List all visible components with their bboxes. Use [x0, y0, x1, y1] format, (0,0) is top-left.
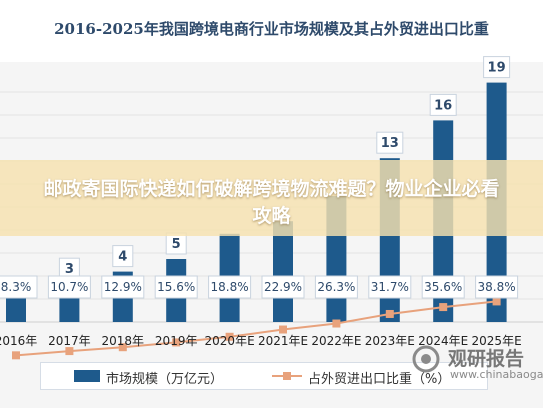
- overlay-banner: [0, 160, 543, 236]
- title-bar: [0, 0, 543, 62]
- line-label-box: [261, 275, 305, 299]
- x-tick-label: 2016年: [0, 334, 37, 348]
- x-tick-label: 2017年: [48, 334, 91, 348]
- x-tick-label: 2020年E: [205, 334, 255, 348]
- line-value-label: 22.9%: [264, 280, 302, 294]
- line-point: [172, 338, 181, 347]
- line-point: [492, 297, 501, 306]
- line-label-box: [208, 275, 252, 299]
- line-point: [332, 319, 341, 328]
- line-point: [118, 343, 127, 352]
- line-value-label: 12.9%: [104, 280, 142, 294]
- line-label-box: [0, 275, 38, 299]
- legend-line-swatch: [272, 372, 302, 380]
- x-tick-label: 2021年E: [258, 334, 308, 348]
- bar-value-labels: 3 4 5 13 16 19: [58, 56, 511, 280]
- x-tick-label: 2018年: [102, 334, 145, 348]
- line-point: [12, 351, 20, 360]
- x-tick-label: 2019年: [155, 334, 198, 348]
- bar-value-label: 19: [488, 61, 506, 76]
- bar-value-label: 13: [381, 136, 399, 151]
- line-point: [225, 332, 234, 341]
- line-point: [439, 303, 448, 312]
- legend-line-label: 占外贸进出口比重（%）: [308, 372, 451, 387]
- line-value-label: 31.7%: [371, 280, 409, 294]
- line-value-labels: 8.3% 10.7% 12.9% 15.6% 18.8% 22.9% 26.3% 31.7% 3…: [0, 275, 519, 299]
- line-value-label: 10.7%: [50, 280, 88, 294]
- x-tick-label: 2024年E: [418, 334, 468, 348]
- bar-label-box: [483, 56, 511, 79]
- line-label-box: [314, 275, 358, 299]
- line-label-box: [47, 275, 91, 299]
- line-value-label: 38.8%: [478, 280, 516, 294]
- line-label-box: [421, 275, 465, 299]
- line-value-label: 18.8%: [211, 280, 249, 294]
- legend: [40, 362, 488, 390]
- line-value-label: 15.6%: [157, 280, 195, 294]
- bar: [273, 221, 293, 322]
- line-point: [385, 309, 394, 318]
- legend-bar-swatch: [74, 370, 100, 382]
- line-point: [279, 325, 287, 334]
- line-label-box: [368, 275, 412, 299]
- bar-value-label: 16: [434, 98, 452, 113]
- line-value-label: 35.6%: [424, 280, 462, 294]
- watermark-url: www.chinabaogao.com: [450, 368, 543, 381]
- x-tick-label: 2025年E: [472, 334, 522, 348]
- x-tick-label: 2023年E: [365, 334, 415, 348]
- watermark-logo-icon: [412, 345, 440, 373]
- line-label-box: [101, 275, 145, 299]
- bar-label-box: [112, 245, 134, 268]
- legend-bar-label: 市场规模（万亿元）: [106, 372, 224, 387]
- line-label-box: [154, 275, 198, 299]
- bar-label-box: [429, 93, 457, 116]
- bar: [6, 296, 26, 322]
- line-point: [65, 347, 74, 356]
- line-label-box: [475, 275, 519, 299]
- bar-value-label: 4: [118, 250, 127, 265]
- line-value-label: 26.3%: [317, 280, 355, 294]
- x-tick-label: 2022年E: [311, 334, 361, 348]
- line-series: [12, 297, 501, 360]
- watermark-name: 观研报告: [448, 348, 525, 370]
- bar-label-box: [376, 131, 404, 154]
- line-path: [15, 300, 497, 357]
- bar-value-label: 3: [65, 262, 74, 277]
- overlay-banner-text[interactable]: 邮政寄国际快递如何破解跨境物流难题？物业企业必看攻略: [43, 178, 500, 227]
- line-value-label: 8.3%: [1, 280, 32, 294]
- bar-value-label: 5: [172, 237, 181, 252]
- chart-title: 2016-2025年我国跨境电商行业市场规模及其占外贸进出口比重: [54, 20, 489, 38]
